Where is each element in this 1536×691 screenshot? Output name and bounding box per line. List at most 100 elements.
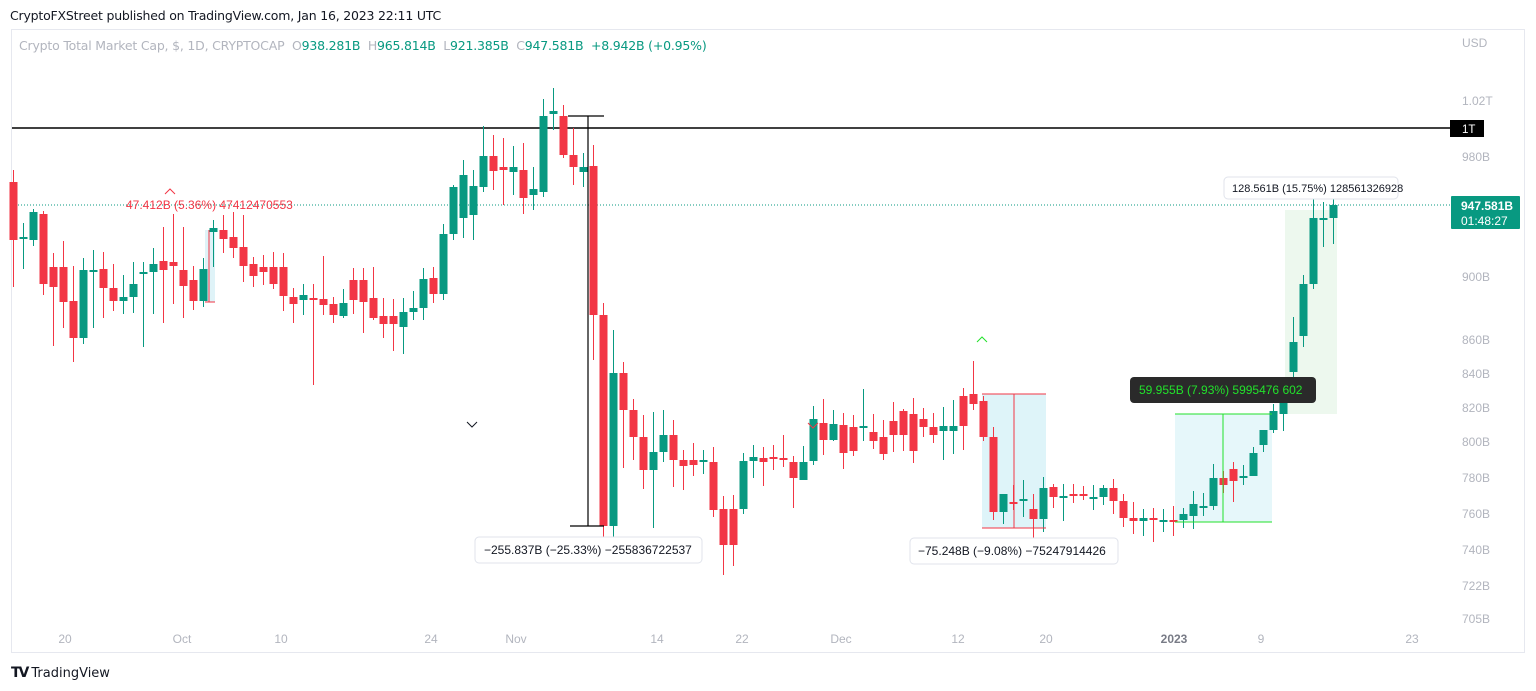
candle: [479, 126, 488, 192]
candle: [769, 445, 778, 470]
candle: [819, 399, 828, 455]
candle: [109, 264, 118, 311]
price-axis[interactable]: USD 1.02T 980B 900B 860B 840B 820B 800B 780B 760…: [1450, 36, 1520, 626]
candle: [1059, 484, 1068, 521]
candle: [549, 88, 558, 130]
candle: [729, 495, 738, 566]
candle: [389, 299, 398, 351]
range-3-label-box: [909, 537, 1119, 565]
price-tick: 722B: [1462, 579, 1490, 593]
time-tick: 22: [735, 632, 749, 646]
open-label: O: [291, 38, 302, 53]
candle: [949, 400, 958, 454]
range-measurements: [164, 115, 1272, 529]
time-tick: 20: [1039, 632, 1053, 646]
candle: [499, 138, 508, 205]
time-tick: Dec: [830, 632, 851, 646]
candle: [69, 266, 78, 362]
candle: [99, 252, 108, 318]
candle: [359, 268, 368, 333]
candle: [679, 450, 688, 490]
range-3-label: −75.248B (−9.08%) −75247914426: [918, 544, 1106, 558]
candle: [189, 266, 198, 310]
candle: [199, 258, 208, 307]
candle: [319, 256, 328, 315]
candle: [929, 413, 938, 443]
candle: [919, 408, 928, 437]
candle: [649, 412, 658, 528]
candle: [719, 496, 728, 575]
candle: [229, 212, 238, 258]
candle: [179, 227, 188, 318]
candle: [899, 409, 908, 451]
candle: [1039, 477, 1048, 532]
candle: [269, 252, 278, 289]
chart-pane[interactable]: [11, 29, 1525, 653]
candle: [339, 289, 348, 318]
price-tick: 900B: [1462, 270, 1490, 284]
candle: [1159, 509, 1168, 532]
brand-name: TradingView: [31, 665, 110, 681]
candle: [299, 284, 308, 315]
candle: [689, 443, 698, 476]
candle: [59, 241, 68, 328]
candle: [259, 255, 268, 285]
candle: [699, 450, 708, 474]
high-value: 965.814B: [377, 38, 436, 53]
time-tick: 20: [58, 632, 72, 646]
candle: [369, 267, 378, 320]
candle: [559, 105, 568, 158]
candle: [309, 284, 318, 385]
candle: [239, 215, 248, 282]
candle: [1069, 484, 1078, 503]
candle: [1149, 508, 1158, 542]
candle: [399, 298, 408, 354]
candle: [129, 262, 138, 313]
candle: [539, 99, 548, 197]
time-tick: 9: [1258, 632, 1265, 646]
candle: [149, 248, 158, 314]
candle: [49, 253, 58, 346]
candle: [1319, 202, 1328, 247]
candle: [449, 185, 458, 240]
candle: [1049, 484, 1058, 508]
candle: [779, 435, 788, 467]
caret-up-icon: [164, 188, 176, 195]
published-caption: CryptoFXStreet published on TradingView.…: [10, 8, 442, 23]
candle: [579, 153, 588, 187]
candle: [1079, 486, 1088, 500]
candle: [1199, 493, 1208, 516]
candle: [999, 494, 1008, 524]
time-axis[interactable]: 20 Oct 10 24 Nov 14 22 Dec 12 20 2023 9 23: [58, 632, 1419, 646]
range-4-label-box: [1130, 377, 1316, 403]
tradingview-brand[interactable]: TV TradingView: [11, 665, 110, 681]
candle: [969, 361, 978, 410]
candle: [169, 214, 178, 304]
candle: [529, 167, 538, 210]
caret-up-icon: [976, 336, 988, 343]
open-value: 938.281B: [301, 38, 361, 53]
currency-label: USD: [1462, 36, 1488, 50]
range-2-label-box: [474, 536, 703, 564]
candle: [1019, 480, 1028, 517]
candle: [519, 143, 528, 214]
candle: [459, 160, 468, 238]
price-tick: 980B: [1462, 150, 1490, 164]
candle: [489, 135, 498, 190]
time-tick: 14: [650, 632, 664, 646]
candle: [879, 420, 888, 460]
close-value: 947.581B: [524, 38, 584, 53]
candle: [19, 223, 28, 269]
range-1-label: 47.412B (5.36%) 47412470553: [126, 198, 293, 212]
candle: [609, 330, 618, 558]
time-tick: 10: [274, 632, 288, 646]
candle: [809, 406, 818, 465]
candle: [849, 415, 858, 456]
candle: [79, 258, 88, 344]
candle: [619, 362, 628, 468]
price-tick: 780B: [1462, 471, 1490, 485]
candle: [1189, 491, 1198, 529]
range-4-label: 59.955B (7.93%) 5995476 602: [1139, 383, 1303, 397]
candle: [1139, 509, 1148, 536]
